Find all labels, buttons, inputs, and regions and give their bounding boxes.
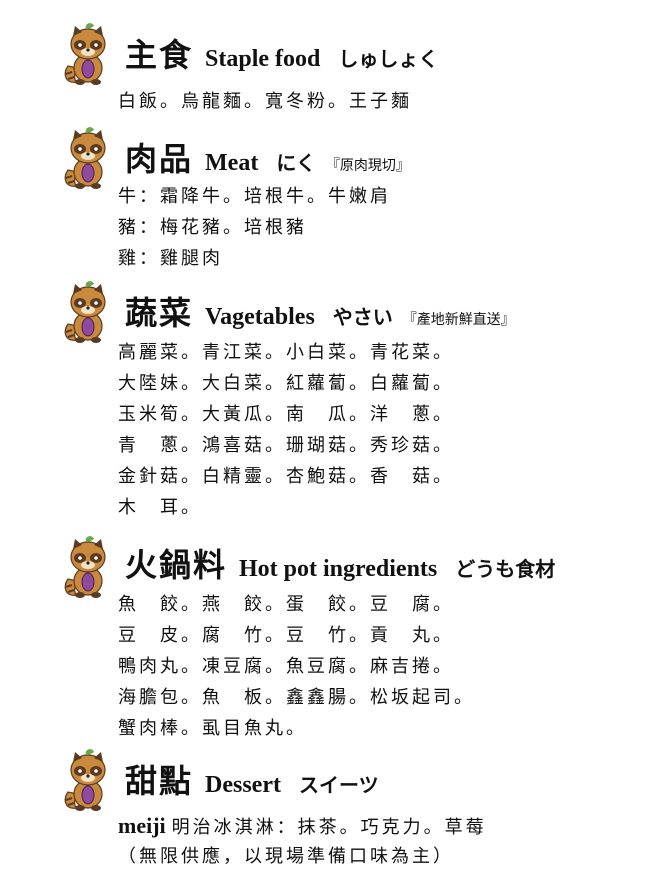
title-english: Vagetables xyxy=(205,304,315,330)
title-japanese: にく xyxy=(276,151,316,175)
menu-line: 金針菇。白精靈。杏鮑菇。香 菇。 xyxy=(118,466,454,487)
section-heading: 火鍋料 Hot pot ingredients どうも食材 xyxy=(125,540,565,586)
section-heading: 主食 Staple food しゅしょく xyxy=(125,30,448,76)
tanuki-mascot-icon xyxy=(64,535,106,599)
title-japanese: やさい xyxy=(332,305,393,329)
title-kanji: 主食 xyxy=(125,36,194,74)
dessert-items: 明治冰淇淋：抹茶。巧克力。草莓 xyxy=(171,817,487,838)
menu-line: 海膽包。魚 板。鑫鑫腸。松坂起司。 xyxy=(118,687,475,708)
menu-line: 豆 皮。腐 竹。豆 竹。貢 丸。 xyxy=(118,625,454,646)
menu-note: （無限供應，以現場準備口味為主） xyxy=(118,846,454,867)
title-japanese: しゅしょく xyxy=(338,47,439,71)
title-english: Dessert xyxy=(205,772,281,798)
menu-line: 大陸妹。大白菜。紅蘿蔔。白蘿蔔。 xyxy=(118,373,454,394)
section-heading: 肉品 Meat にく 『原肉現切』 xyxy=(125,134,410,180)
menu-line: 蟹肉棒。虱目魚丸。 xyxy=(118,718,307,739)
menu-line: 木 耳。 xyxy=(118,497,202,518)
menu-line: 高麗菜。青江菜。小白菜。青花菜。 xyxy=(118,342,454,363)
title-english: Staple food xyxy=(205,46,321,72)
section-heading: 甜點 Dessert スイーツ xyxy=(125,756,389,802)
title-english: Meat xyxy=(205,150,259,176)
section-heading: 蔬菜 Vagetables やさい 『產地新鮮直送』 xyxy=(125,288,515,334)
title-kanji: 甜點 xyxy=(125,762,194,800)
menu-line: 豬：梅花豬。培根豬 xyxy=(118,217,307,238)
tanuki-mascot-icon xyxy=(64,126,106,190)
title-kanji: 火鍋料 xyxy=(125,546,228,584)
brand-meiji: meiji xyxy=(118,813,166,838)
menu-line: 雞：雞腿肉 xyxy=(118,248,223,269)
menu-line: meiji 明治冰淇淋：抹茶。巧克力。草莓 xyxy=(118,810,487,841)
menu-line: 白飯。烏龍麵。寬冬粉。王子麵 xyxy=(118,91,412,112)
title-kanji: 肉品 xyxy=(125,140,194,178)
menu-line: 魚 餃。燕 餃。蛋 餃。豆 腐。 xyxy=(118,594,454,615)
tanuki-mascot-icon xyxy=(64,748,106,812)
menu-line: 牛：霜降牛。培根牛。牛嫩肩 xyxy=(118,186,391,207)
title-note: 『產地新鮮直送』 xyxy=(402,312,515,328)
tanuki-mascot-icon xyxy=(64,22,106,86)
title-japanese: どうも食材 xyxy=(455,557,556,581)
menu-line: 鴨肉丸。凍豆腐。魚豆腐。麻吉捲。 xyxy=(118,656,454,677)
tanuki-mascot-icon xyxy=(64,280,106,344)
menu-line: 青 蔥。鴻喜菇。珊瑚菇。秀珍菇。 xyxy=(118,435,454,456)
menu-line: 玉米筍。大黃瓜。南 瓜。洋 蔥。 xyxy=(118,404,454,425)
title-note: 『原肉現切』 xyxy=(325,158,410,174)
title-kanji: 蔬菜 xyxy=(125,294,194,332)
title-japanese: スイーツ xyxy=(298,773,379,797)
title-english: Hot pot ingredients xyxy=(239,556,438,582)
